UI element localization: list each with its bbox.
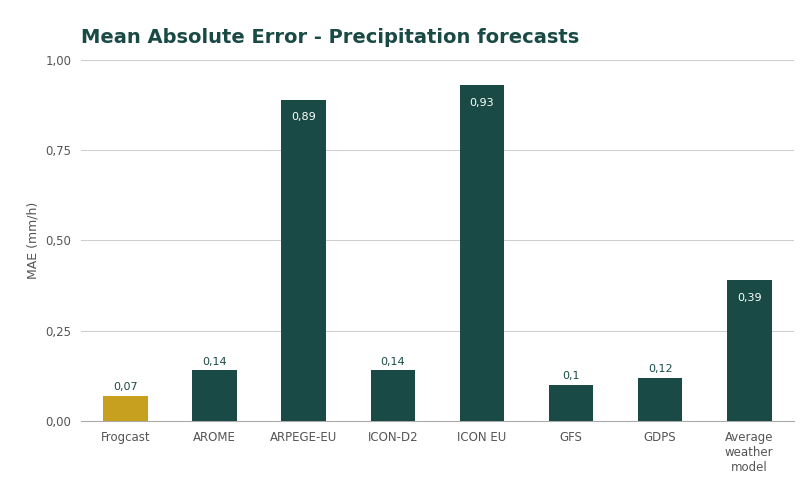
Bar <box>282 100 326 421</box>
Text: 0,93: 0,93 <box>470 98 494 108</box>
Text: 0,39: 0,39 <box>737 293 761 303</box>
Bar <box>460 85 504 421</box>
Y-axis label: MAE (mm/h): MAE (mm/h) <box>27 202 40 279</box>
Text: 0,89: 0,89 <box>292 112 316 122</box>
Text: 0,1: 0,1 <box>562 371 580 381</box>
Text: 0,07: 0,07 <box>113 382 138 392</box>
Bar <box>637 378 682 421</box>
Bar <box>549 385 593 421</box>
Text: 0,14: 0,14 <box>202 357 227 367</box>
Bar <box>727 280 771 421</box>
Bar <box>370 370 415 421</box>
Text: 0,14: 0,14 <box>381 357 405 367</box>
Bar <box>104 396 147 421</box>
Bar <box>193 370 237 421</box>
Text: Mean Absolute Error - Precipitation forecasts: Mean Absolute Error - Precipitation fore… <box>81 29 579 48</box>
Text: 0,12: 0,12 <box>648 364 672 374</box>
